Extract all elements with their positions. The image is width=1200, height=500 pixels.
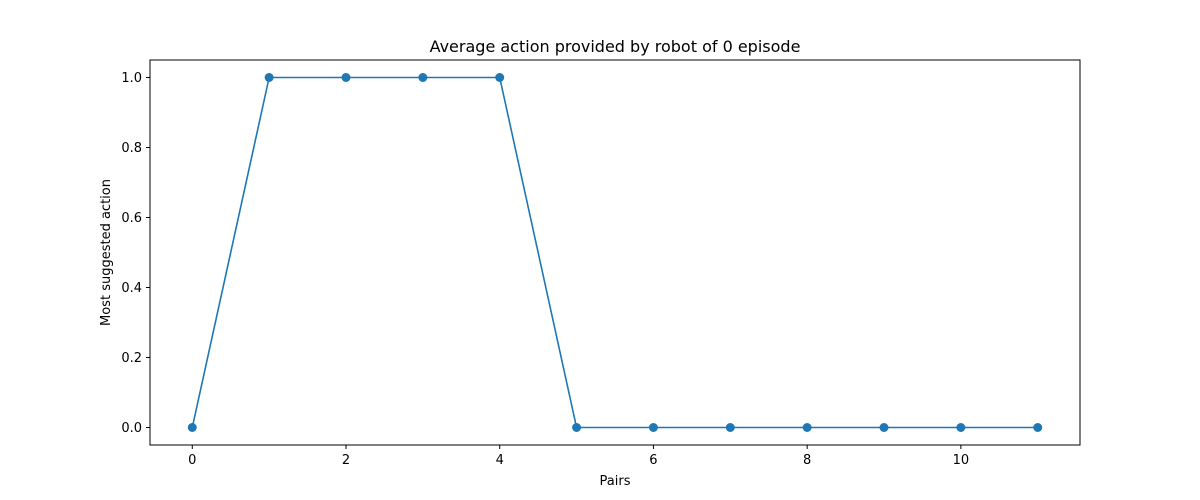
data-point — [187, 423, 197, 432]
data-point — [495, 73, 505, 82]
x-tick-label: 0 — [188, 453, 196, 468]
plot-area-frame — [149, 59, 1081, 446]
x-tick-label: 8 — [803, 453, 811, 468]
data-point — [879, 423, 889, 432]
data-point — [802, 423, 812, 432]
data-point — [725, 423, 735, 432]
y-tick-label: 1.0 — [121, 71, 142, 86]
x-tick-label: 2 — [342, 453, 350, 468]
y-axis: 0.0 0.2 0.4 0.6 0.8 1.0 — [121, 71, 150, 436]
y-tick-label: 0.8 — [121, 141, 142, 156]
x-axis-label: Pairs — [600, 474, 631, 489]
y-tick-label: 0.6 — [121, 211, 142, 226]
series-line — [191, 76, 1038, 429]
y-axis-label: Most suggested action — [99, 179, 114, 326]
series-layer — [187, 73, 1043, 432]
data-point — [648, 423, 658, 432]
y-tick-label: 0.4 — [121, 281, 142, 296]
y-tick-label: 0.2 — [121, 351, 142, 366]
x-axis: 0 2 4 6 8 10 — [188, 445, 969, 468]
x-tick-label: 4 — [496, 453, 504, 468]
y-tick-label: 0.0 — [121, 421, 142, 436]
chart-title: Average action provided by robot of 0 ep… — [430, 37, 801, 56]
data-point — [341, 73, 351, 82]
data-point — [264, 73, 274, 82]
data-point — [1033, 423, 1043, 432]
data-point — [956, 423, 966, 432]
data-point — [418, 73, 428, 82]
data-point — [572, 423, 582, 432]
x-tick-label: 10 — [953, 453, 970, 468]
x-tick-label: 6 — [649, 453, 657, 468]
